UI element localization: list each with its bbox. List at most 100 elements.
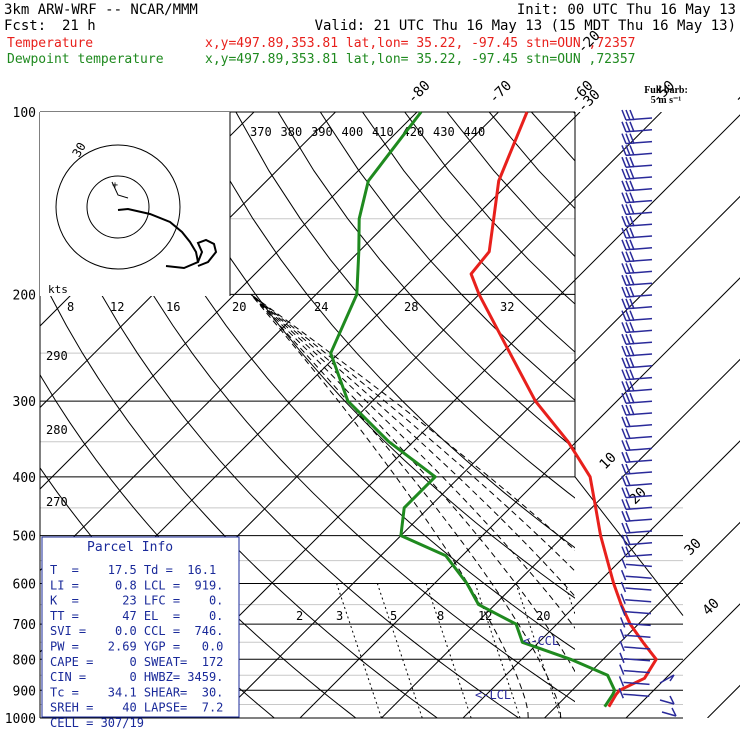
forecast-label: Fcst:	[4, 18, 46, 34]
dry-adiabat-270	[40, 272, 438, 718]
wind-barb-5	[621, 168, 653, 180]
parcel-row-5: PW = 2.69 YGP = 0.0	[50, 640, 223, 654]
isotherm--90	[40, 112, 336, 409]
wind-barb-19	[621, 333, 653, 345]
legend-dewpoint: Dewpoint temperature	[7, 52, 164, 67]
parcel-row-0: T = 17.5 Td = 16.1	[50, 563, 216, 577]
temperature-axis-labels: -80-70-60-50-40-30-20-10010203040	[405, 28, 740, 619]
pressure-label-400: 400	[13, 471, 36, 486]
parcel-row-8: Tc = 34.1 SHEAR= 30.	[50, 685, 223, 699]
dry-adiabat-410	[573, 112, 575, 115]
moist-adiabat-16	[250, 294, 575, 673]
moist-adiabat-32	[250, 293, 575, 551]
theta-label-380: 380	[281, 125, 303, 139]
speed-label-24: 24	[314, 300, 328, 314]
wind-barb-6	[621, 180, 653, 192]
dry-adiabat-370	[404, 112, 575, 305]
wind-barb-38	[621, 558, 652, 569]
temp-label--40: -40	[731, 78, 740, 107]
wind-barb-low-2	[661, 707, 677, 717]
parcel-row-7: CIN = 0 HWBZ= 3459.	[50, 670, 223, 684]
valid-time: Valid: 21 UTC Thu 16 May 13 (15 MDT Thu …	[315, 18, 736, 34]
parcel-row-1: LI = 0.8 LCL = 919.	[50, 578, 223, 592]
wind-barb-26	[621, 416, 653, 428]
theta-label-370: 370	[250, 125, 272, 139]
wind-barb-10	[621, 227, 653, 239]
parcel-row-6: CAPE = 0 SWEAT= 172	[50, 655, 223, 669]
dry-adiabat-330	[235, 112, 575, 499]
wind-barb-33	[621, 499, 653, 511]
parcel-row-10: CELL = 307/19	[50, 716, 144, 730]
wind-barb-low-0	[659, 674, 675, 684]
moist-adiabat-24	[250, 294, 575, 598]
temp-label-10: 10	[597, 450, 620, 473]
dewpoint-trace	[329, 111, 617, 708]
theta-label-390: 390	[311, 125, 333, 139]
wind-barbs	[618, 109, 677, 717]
wind-barb-32	[621, 487, 653, 499]
isotherm-30	[707, 684, 740, 718]
hodograph-ring-label: 30	[69, 140, 88, 160]
mixing-ratio-label-2: 2	[296, 609, 303, 623]
wind-barb-18	[621, 322, 653, 334]
theta-label-400: 400	[342, 125, 364, 139]
speed-label-12: 12	[110, 300, 124, 314]
theta-left-label-290: 290	[46, 349, 68, 363]
wind-barb-1	[621, 121, 653, 133]
wind-barb-22	[621, 369, 653, 381]
wind-barb-42	[620, 605, 651, 616]
isotherm-20	[625, 603, 740, 718]
hodograph-trace	[117, 207, 218, 270]
parcel-row-4: SVI = 0.0 CCL = 746.	[50, 624, 223, 638]
temp-label--80: -80	[405, 78, 434, 107]
dry-adiabat-380	[446, 112, 575, 258]
parcel-row-2: K = 23 LFC = 0.	[50, 594, 223, 608]
dry-adiabat-390	[488, 112, 575, 210]
pressure-label-1000: 1000	[5, 712, 36, 727]
ccl-marker: <-CCL	[523, 634, 559, 648]
isotherm--70	[40, 112, 499, 572]
dry-adiabat-320	[193, 112, 575, 549]
speed-label-28: 28	[404, 300, 418, 314]
mixing-ratio-label-3: 3	[336, 609, 343, 623]
location-line-temp: x,y=497.89,353.81 lat,lon= 35.22, -97.45…	[205, 36, 635, 51]
dry-adiabat-300	[108, 112, 575, 651]
pressure-label-900: 900	[13, 684, 36, 699]
parcel-info-rows: T = 17.5 Td = 16.1LI = 0.8 LCL = 919. K =…	[50, 563, 223, 730]
mixing-ratio-label-8: 8	[437, 609, 444, 623]
moist-adiabat-12	[250, 294, 562, 718]
hodograph-outer-ring	[55, 144, 181, 270]
dry-adiabat-350	[319, 112, 575, 401]
mixing-ratio-20	[564, 583, 575, 616]
wind-barb-0	[621, 109, 653, 121]
theta-label-410: 410	[372, 125, 394, 139]
wind-barb-8	[621, 204, 653, 216]
wind-barb-46	[619, 652, 651, 664]
dry-adiabat-360	[362, 112, 575, 353]
wind-barb-20	[621, 345, 653, 357]
full-barb-unit: 5 m s⁻¹	[651, 95, 682, 106]
hodograph-speed-labels: 8 12 16 20 24 28 32	[67, 300, 514, 314]
wind-barb-13	[621, 263, 653, 275]
mixing-ratio-12	[515, 583, 562, 718]
wind-barb-40	[620, 581, 652, 593]
hodograph-unit: kts	[48, 283, 68, 296]
wind-barb-15	[621, 286, 653, 298]
mixing-ratio-label-20: 20	[536, 609, 550, 623]
parcel-row-3: TT = 47 EL = 0.	[50, 609, 223, 623]
moist-adiabat-8	[250, 294, 529, 718]
wind-barb-49	[618, 687, 650, 699]
pressure-label-700: 700	[13, 618, 36, 633]
isotherm--20	[299, 277, 740, 718]
wind-barb-7	[621, 192, 653, 204]
model-title: 3km ARW-WRF -- NCAR/MMM	[4, 2, 198, 18]
temp-label-30: 30	[682, 536, 705, 559]
wind-barb-36	[621, 534, 653, 546]
wind-barb-9	[621, 215, 653, 227]
dry-adiabat-280	[40, 157, 520, 718]
isotherm-10	[544, 521, 740, 718]
theta-left-label-280: 280	[46, 423, 68, 437]
wind-barb-41	[620, 593, 652, 605]
wind-barb-35	[621, 522, 653, 534]
